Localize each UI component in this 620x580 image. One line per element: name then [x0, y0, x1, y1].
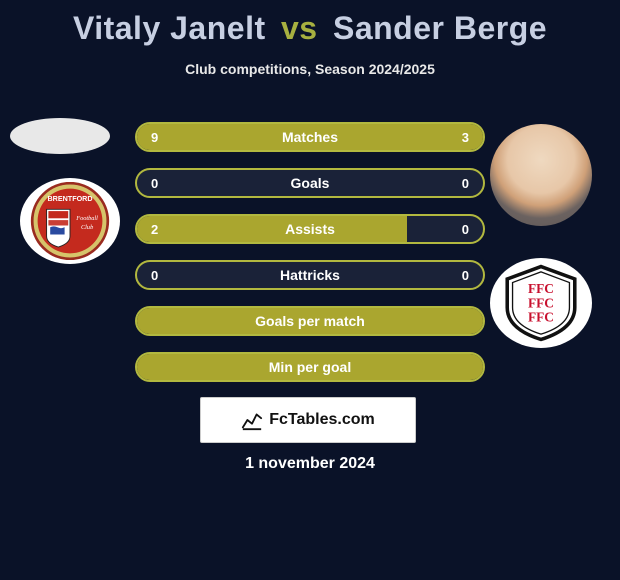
chart-icon	[241, 409, 263, 431]
source-badge: FcTables.com	[200, 397, 416, 443]
player1-avatar	[10, 118, 110, 154]
svg-text:FFC: FFC	[528, 281, 554, 296]
comparison-title: Vitaly Janelt vs Sander Berge	[0, 0, 620, 47]
stat-bar-min-per-goal: Min per goal	[135, 352, 485, 382]
date-label: 1 november 2024	[0, 455, 620, 473]
stat-bar-hattricks: 0 Hattricks 0	[135, 260, 485, 290]
stat-bar-goals-per-match: Goals per match	[135, 306, 485, 336]
player2-club-badge: FFC FFC FFC	[490, 258, 592, 348]
stat-bar-assists: 2 Assists 0	[135, 214, 485, 244]
stat-label: Assists	[137, 216, 483, 242]
stat-bar-matches: 9 Matches 3	[135, 122, 485, 152]
source-label: FcTables.com	[269, 411, 375, 429]
stat-label: Goals	[137, 170, 483, 196]
stat-right-value: 0	[462, 262, 469, 288]
brentford-badge-icon: BRENTFORD Football Club	[25, 182, 115, 260]
stat-bar-goals: 0 Goals 0	[135, 168, 485, 198]
svg-text:Football: Football	[75, 215, 98, 222]
stat-label: Min per goal	[137, 354, 483, 380]
season-subtitle: Club competitions, Season 2024/2025	[0, 61, 620, 77]
player1-club-badge: BRENTFORD Football Club	[20, 178, 120, 264]
svg-text:Club: Club	[81, 224, 93, 231]
comparison-bars: 9 Matches 3 0 Goals 0 2 Assists 0 0 Hatt…	[135, 122, 485, 398]
stat-label: Matches	[137, 124, 483, 150]
vs-label: vs	[281, 10, 318, 46]
player2-name: Sander Berge	[333, 10, 547, 46]
stat-label: Hattricks	[137, 262, 483, 288]
stat-right-value: 0	[462, 170, 469, 196]
svg-text:FFC: FFC	[528, 310, 554, 325]
stat-label: Goals per match	[137, 308, 483, 334]
player2-avatar	[490, 124, 592, 226]
stat-right-value: 3	[462, 124, 469, 150]
svg-text:BRENTFORD: BRENTFORD	[47, 194, 92, 203]
stat-right-value: 0	[462, 216, 469, 242]
svg-text:FFC: FFC	[528, 295, 554, 310]
fulham-badge-icon: FFC FFC FFC	[496, 263, 586, 343]
player1-name: Vitaly Janelt	[73, 10, 266, 46]
